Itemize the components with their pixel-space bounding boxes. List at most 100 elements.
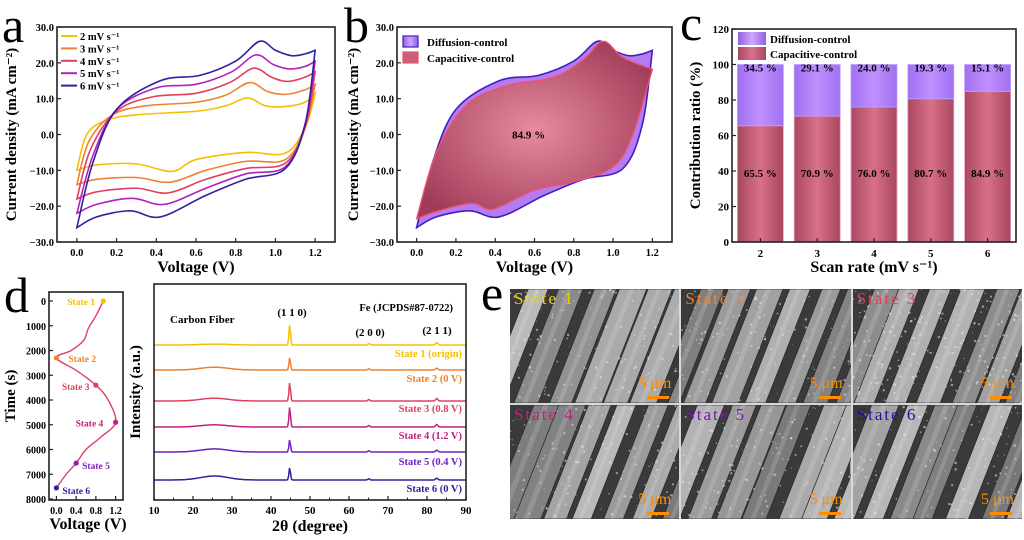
particle bbox=[918, 333, 921, 337]
particle bbox=[551, 313, 554, 316]
particle bbox=[830, 342, 832, 344]
particle bbox=[682, 454, 685, 457]
particle bbox=[517, 449, 521, 453]
legend-label: 3 mV s⁻¹ bbox=[80, 44, 119, 55]
particle bbox=[750, 365, 753, 368]
particle bbox=[924, 400, 926, 402]
particle bbox=[606, 361, 609, 364]
particle bbox=[750, 344, 753, 347]
particle bbox=[540, 308, 542, 310]
y-tick-label: 0 bbox=[41, 297, 46, 308]
particle bbox=[937, 303, 939, 305]
particle bbox=[511, 439, 513, 441]
particle bbox=[1010, 488, 1012, 491]
particle bbox=[913, 318, 916, 320]
particle bbox=[555, 448, 558, 451]
particle bbox=[857, 387, 859, 389]
scale-bar-label: 5 μm bbox=[980, 491, 1014, 508]
y-tick-label: 80 bbox=[718, 95, 730, 107]
y-tick-label: 3000 bbox=[26, 371, 46, 382]
particle bbox=[811, 434, 813, 436]
y-tick-label: 6000 bbox=[26, 446, 46, 457]
particle bbox=[847, 339, 849, 341]
particle bbox=[856, 394, 858, 396]
particle bbox=[864, 475, 867, 479]
particle bbox=[952, 405, 955, 408]
particle bbox=[645, 320, 648, 323]
particle bbox=[858, 370, 860, 372]
particle bbox=[690, 317, 692, 320]
particle bbox=[879, 363, 881, 365]
x-tick-label: 5 bbox=[928, 248, 934, 260]
particle bbox=[598, 395, 600, 397]
particle bbox=[544, 393, 546, 395]
particle bbox=[591, 430, 594, 432]
particle bbox=[811, 328, 813, 330]
particle bbox=[1020, 510, 1022, 513]
fiber-highlight bbox=[639, 300, 680, 403]
particle bbox=[561, 465, 564, 467]
particle bbox=[575, 428, 577, 430]
particle bbox=[794, 328, 797, 331]
particle bbox=[525, 291, 527, 294]
particle bbox=[1013, 386, 1016, 388]
bar-label-capacitive: 76.0 % bbox=[858, 168, 891, 180]
particle bbox=[707, 502, 710, 505]
y-tick-label: 40 bbox=[718, 166, 730, 178]
particle bbox=[847, 360, 851, 363]
particle bbox=[660, 441, 664, 445]
particle bbox=[967, 369, 970, 373]
particle bbox=[510, 430, 512, 432]
fiber-highlight bbox=[578, 405, 628, 519]
particle bbox=[904, 401, 906, 403]
fiber-highlight bbox=[984, 307, 1022, 403]
legend-swatch bbox=[402, 51, 419, 64]
fiber-highlight bbox=[784, 289, 833, 403]
particle bbox=[647, 357, 650, 360]
particle bbox=[863, 310, 866, 313]
particle bbox=[664, 367, 666, 369]
x-tick-label: 20 bbox=[188, 505, 200, 517]
particle bbox=[1010, 360, 1013, 362]
particle bbox=[1010, 294, 1012, 296]
particle bbox=[784, 332, 786, 334]
particle bbox=[806, 361, 809, 363]
particle bbox=[675, 368, 677, 370]
particle bbox=[877, 346, 879, 348]
particle bbox=[619, 325, 622, 328]
particle bbox=[742, 449, 744, 451]
fiber-highlight bbox=[523, 405, 574, 519]
particle bbox=[759, 302, 762, 305]
particle bbox=[773, 326, 775, 328]
bar-diffusion bbox=[907, 64, 955, 100]
particle bbox=[527, 453, 529, 455]
particle bbox=[697, 490, 700, 493]
particle bbox=[949, 503, 953, 506]
fe-reference-label: Fe (JCPDS#87-0722) bbox=[359, 303, 453, 314]
particle bbox=[562, 290, 564, 293]
particle bbox=[877, 443, 880, 446]
particle bbox=[874, 376, 877, 380]
particle bbox=[922, 383, 924, 386]
scale-bar-label: 5 μm bbox=[638, 491, 672, 508]
particle bbox=[575, 407, 578, 411]
particle bbox=[1003, 341, 1006, 343]
hkl-200-label: (2 0 0) bbox=[355, 327, 385, 339]
state-label: State 5 bbox=[82, 462, 110, 472]
particle bbox=[529, 338, 531, 341]
particle bbox=[841, 356, 843, 358]
x-tick-label: 90 bbox=[461, 505, 473, 517]
particle bbox=[848, 384, 851, 387]
particle bbox=[792, 344, 794, 346]
xrd-state-label: State 6 (0 V) bbox=[406, 484, 462, 495]
particle bbox=[772, 452, 774, 454]
particle bbox=[924, 411, 927, 413]
particle bbox=[786, 298, 788, 300]
particle bbox=[935, 442, 937, 444]
particle bbox=[876, 292, 879, 295]
state-marker bbox=[73, 460, 79, 466]
particle bbox=[566, 333, 570, 337]
particle bbox=[608, 461, 612, 464]
particle bbox=[710, 405, 712, 407]
particle bbox=[620, 429, 623, 432]
